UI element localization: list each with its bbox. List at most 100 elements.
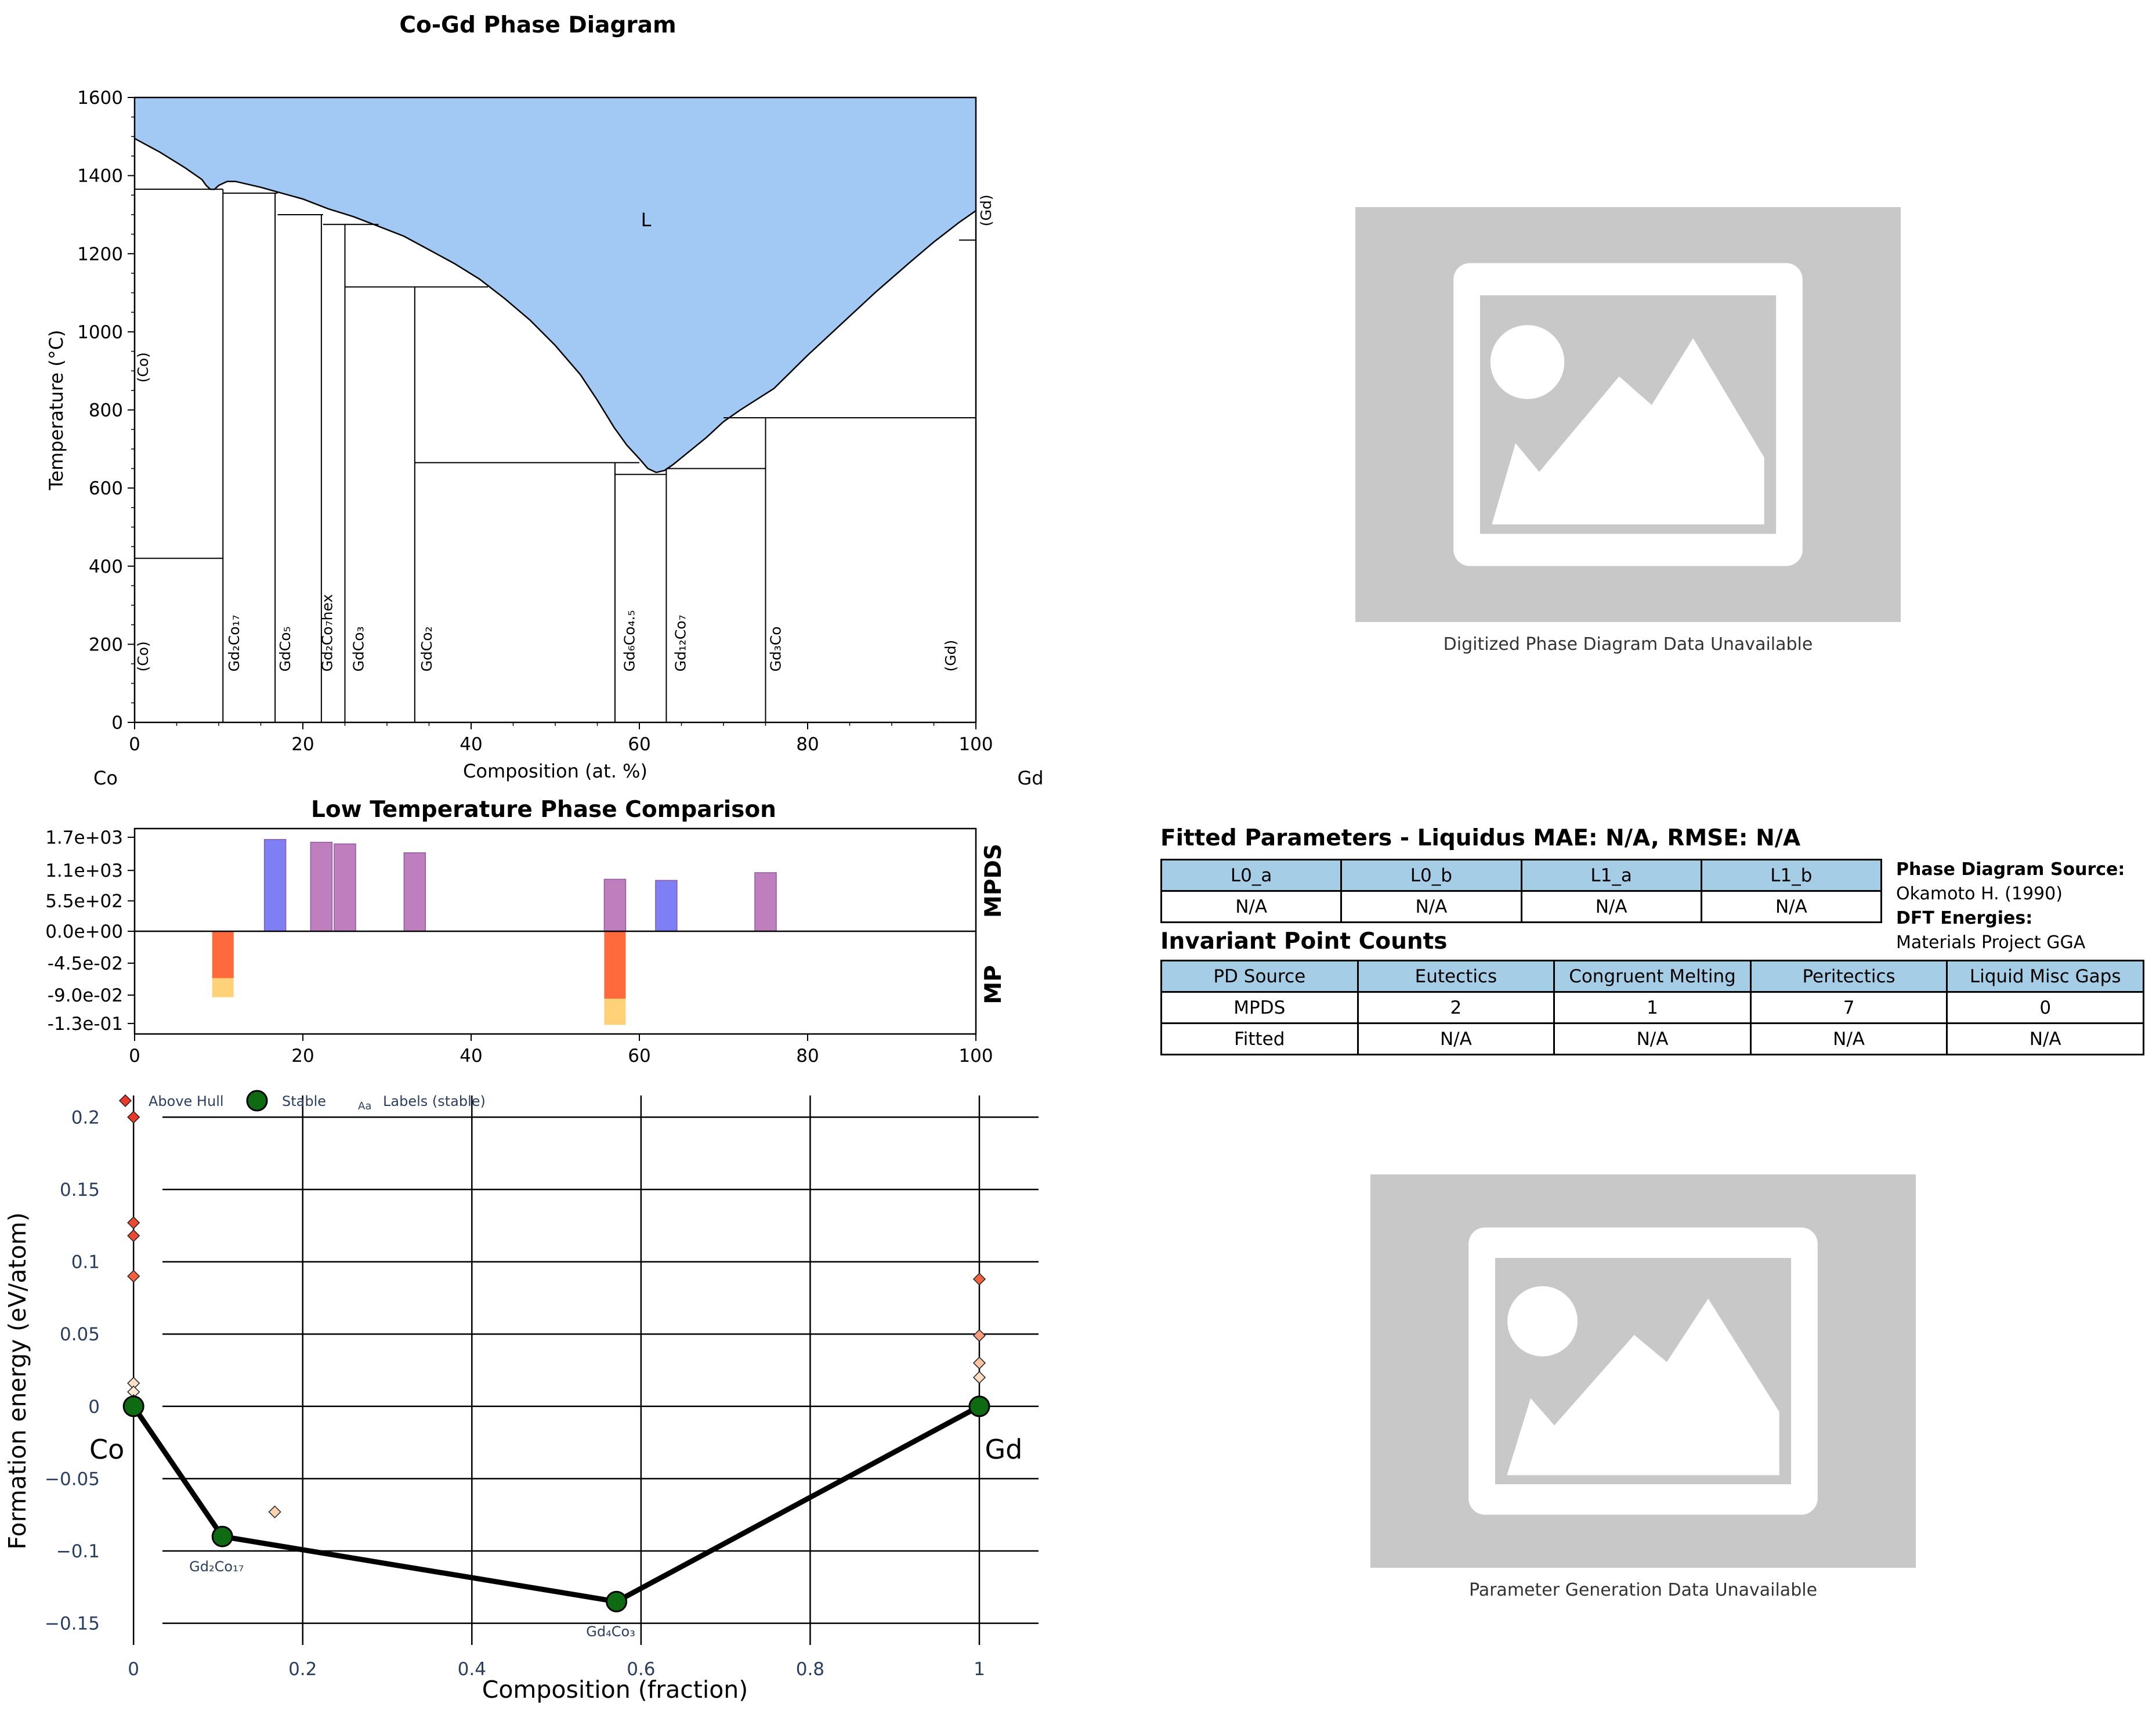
fitted-parameters-title: Fitted Parameters - Liquidus MAE: N/A, R… <box>1160 825 1801 851</box>
above-hull-point <box>127 1229 140 1242</box>
phase-label: GdCo₃ <box>350 626 367 671</box>
stable-point <box>968 1395 990 1418</box>
sun-icon <box>1490 325 1565 399</box>
x-tick-label: 0.2 <box>288 1659 317 1680</box>
stable-phase-label: Gd₂Co₁₇ <box>189 1558 244 1575</box>
mpds-bar <box>310 841 333 932</box>
mpds-bar <box>754 872 777 932</box>
above-hull-point <box>268 1505 281 1518</box>
chart-title: Co-Gd Phase Diagram <box>399 12 676 38</box>
x-tick-label: 0 <box>128 1659 139 1680</box>
phase-label: GdCo₅ <box>277 626 294 671</box>
legend-labels-glyph: Aa <box>358 1100 371 1112</box>
y-tick-label: 200 <box>89 634 123 655</box>
x-tick-label: 80 <box>796 734 819 755</box>
phase-label: (Gd) <box>942 640 959 672</box>
y-tick-label: −0.05 <box>45 1469 100 1489</box>
mountain-icon <box>1492 338 1764 525</box>
y-tick-label: 0 <box>88 1397 100 1418</box>
mp-bar-inner <box>212 931 234 978</box>
fitted-header: L1_a <box>1520 859 1702 892</box>
invariant-cell: 2 <box>1356 991 1555 1024</box>
mpds-bar <box>603 878 627 932</box>
fitted-value: N/A <box>1340 890 1522 923</box>
y-tick-label: 0.05 <box>60 1324 100 1345</box>
left-element-label: Co <box>93 767 118 789</box>
invariant-cell: 0 <box>1946 991 2144 1024</box>
dft-energies-value: Materials Project GGA <box>1896 932 2086 953</box>
x-tick-label: 0.6 <box>627 1659 655 1680</box>
phase-diagram-source-value: Okamoto H. (1990) <box>1896 884 2063 904</box>
y-tick-label: 0.0e+00 <box>45 921 123 942</box>
y-tick-label: 600 <box>89 478 123 499</box>
parameter-generation-placeholder <box>1370 1174 1916 1568</box>
invariant-cell: N/A <box>1553 1022 1752 1055</box>
invariant-cell: 1 <box>1553 991 1752 1024</box>
above-hull-point <box>127 1111 140 1124</box>
phase-label: Gd₂Co₁₇ <box>226 614 243 671</box>
y-axis-label: Formation energy (eV/atom) <box>3 1212 31 1549</box>
legend-above-hull-label: Above Hull <box>149 1093 224 1109</box>
invariant-header: PD Source <box>1160 960 1359 993</box>
fitted-header: L1_b <box>1700 859 1883 892</box>
invariant-counts-table: PD Source Eutectics Congruent Melting Pe… <box>1160 960 2144 1055</box>
y-tick-label: 1600 <box>77 88 123 109</box>
y-tick-label: −0.1 <box>56 1541 100 1562</box>
phase-label: Gd₂Co₇hex <box>319 594 336 672</box>
stable-phase-label: Gd₄Co₃ <box>586 1623 635 1640</box>
stable-point <box>122 1395 144 1418</box>
stable-point <box>211 1525 233 1547</box>
data-source-info: Phase Diagram Source: Okamoto H. (1990) … <box>1896 858 2125 955</box>
phase-label: (Co) <box>135 352 151 382</box>
liquid-label: L <box>641 209 652 231</box>
mountain-icon <box>1507 1299 1779 1476</box>
mpds-bar <box>655 880 678 932</box>
phase-label: Gd₁₂Co₇ <box>672 614 689 671</box>
legend-labels-label: Labels (stable) <box>383 1093 486 1109</box>
y-tick-label: 400 <box>89 556 123 577</box>
fitted-value: N/A <box>1160 890 1343 923</box>
y-axis-label: Temperature (°C) <box>45 330 67 490</box>
phase-diagram-chart: 0 20 40 60 80 1000200400600800100012001400160… <box>45 12 1044 789</box>
x-tick-label: 60 <box>628 1046 650 1066</box>
y-tick-label: 1.1e+03 <box>45 860 123 881</box>
above-hull-point <box>127 1270 140 1283</box>
phase-diagram-placeholder-caption: Digitized Phase Diagram Data Unavailable <box>1443 634 1813 654</box>
phase-label: Gd₃Co <box>768 626 784 671</box>
x-tick-label: 0 <box>129 734 140 755</box>
mp-bar-inner <box>604 931 626 999</box>
phase-diagram-source-label: Phase Diagram Source: <box>1896 859 2125 880</box>
stable-point <box>606 1590 628 1612</box>
fitted-header: L0_a <box>1160 859 1343 892</box>
fitted-value: N/A <box>1520 890 1702 923</box>
legend-stable-marker <box>246 1090 268 1112</box>
x-axis-label: Composition (at. %) <box>463 760 647 782</box>
x-tick-label: 1 <box>974 1659 985 1680</box>
phase-label: (Co) <box>135 641 151 671</box>
above-hull-point <box>972 1356 986 1370</box>
invariant-cell: MPDS <box>1160 991 1359 1024</box>
invariant-cell: N/A <box>1749 1022 1948 1055</box>
fitted-parameters-table: L0_a L0_b L1_a L1_b N/A N/A N/A N/A <box>1160 859 1883 923</box>
liquid-region <box>135 97 976 473</box>
chart-title: Low Temperature Phase Comparison <box>311 797 776 823</box>
x-tick-label: 0.4 <box>458 1659 486 1680</box>
x-tick-label: 20 <box>291 734 314 755</box>
x-tick-label: 80 <box>796 1046 819 1066</box>
fitted-header: L0_b <box>1340 859 1522 892</box>
legend-above-hull-marker <box>118 1094 132 1108</box>
above-hull-point <box>972 1329 986 1342</box>
y-tick-label: 0 <box>111 713 123 733</box>
y-tick-label: -9.0e-02 <box>48 985 123 1006</box>
mpds-side-label: MPDS <box>981 844 1007 918</box>
above-hull-point <box>127 1216 140 1230</box>
y-tick-label: 1000 <box>77 322 123 343</box>
end-label-gd: Gd <box>985 1434 1023 1465</box>
invariant-header: Peritectics <box>1749 960 1948 993</box>
end-label-co: Co <box>89 1434 124 1465</box>
y-tick-label: 0.2 <box>71 1107 100 1128</box>
phase-label: (Gd) <box>978 194 994 226</box>
dft-energies-label: DFT Energies: <box>1896 908 2033 928</box>
invariant-cell: Fitted <box>1160 1022 1359 1055</box>
y-tick-label: 1.7e+03 <box>45 827 123 848</box>
